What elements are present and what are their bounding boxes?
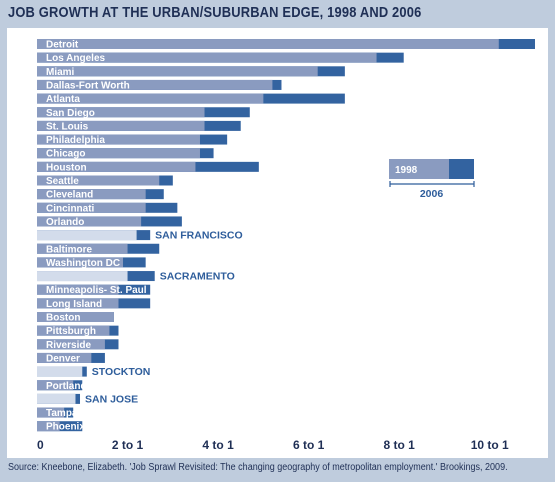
bar-1998 [37,271,128,282]
bar-label: Chicago [46,149,85,160]
bar-label: St. Louis [46,121,89,132]
bar-label: Detroit [46,40,79,51]
bar-1998 [37,39,499,49]
bar-1998 [37,284,119,295]
bar-1998 [37,134,200,145]
bar-label: Tampa [46,408,78,419]
bar-label: Long Island [46,299,102,310]
legend-bar-1998 [389,159,449,179]
bar-label: Los Angeles [46,53,106,64]
bar-1998 [37,79,273,90]
bar-1998 [37,257,124,268]
bar-1998 [37,298,119,309]
bar-1998 [37,66,318,77]
bar-1998 [37,407,65,418]
bar-label: Minneapolis- St. Paul [46,285,147,296]
bar-label: Boston [46,313,80,324]
legend-label-1998: 1998 [395,165,418,176]
x-tick-label: 0 [37,438,44,452]
bar-label: San Diego [46,108,95,119]
bar-1998 [37,107,205,118]
chart-title: JOB GROWTH AT THE URBAN/SUBURBAN EDGE, 1… [8,4,422,21]
x-tick-label: 10 to 1 [471,438,509,452]
bar-1998 [37,175,160,186]
bar-label: Seattle [46,176,79,187]
x-tick-label: 8 to 1 [384,438,416,452]
bar-label: SAN JOSE [85,393,138,405]
bar-1998 [37,325,110,336]
bar-label: Phoenix [46,422,85,433]
bar-1998 [37,393,76,404]
bar-1998 [37,352,92,363]
bar-1998 [37,366,83,377]
bar-label: STOCKTON [92,366,151,378]
bar-label: Dallas-Fort Worth [46,80,130,91]
bar-label: SACRAMENTO [160,271,235,283]
x-tick-label: 4 to 1 [202,438,234,452]
bar-1998 [37,93,264,104]
bar-1998 [37,120,205,131]
bar-1998 [37,161,196,172]
bar-1998 [37,216,142,227]
x-tick-label: 6 to 1 [293,438,325,452]
bar-label: Atlanta [46,94,80,105]
bar-label: Baltimore [46,244,93,255]
bar-label: Portland OR [46,381,105,392]
bar-label: Orlando [46,217,84,228]
bar-label: Philadelphia [46,135,105,146]
source-note: Source: Kneebone, Elizabeth. 'Job Sprawl… [8,462,508,473]
legend-label-2006: 2006 [420,188,444,200]
bar-label: Washington DC [46,258,120,269]
x-tick-label: 2 to 1 [112,438,144,452]
bar-1998 [37,421,60,432]
bar-label: Houston [46,162,87,173]
bar-label: Denver [46,353,80,364]
bar-label: Riverside [46,340,91,351]
bar-label: Miami [46,67,75,78]
bar-label: Pittsburgh [46,326,96,337]
bar-label: Cleveland [46,190,93,201]
bar-1998 [37,380,74,391]
bar-1998 [37,189,146,200]
bar-1998 [37,52,377,63]
bar-1998 [37,339,105,350]
bar-1998 [37,148,200,159]
bar-1998 [37,312,114,322]
bar-label: SAN FRANCISCO [155,230,243,242]
bar-1998 [37,202,146,213]
bar-chart: Detroit Los Angeles Miami Dallas-Fort Worth… [37,39,535,452]
bar-1998 [37,243,128,254]
bar-label: Cincinnati [46,203,95,214]
chart-panel: Detroit Los Angeles Miami Dallas-Fort Worth… [7,28,548,458]
bar-1998 [37,230,137,241]
